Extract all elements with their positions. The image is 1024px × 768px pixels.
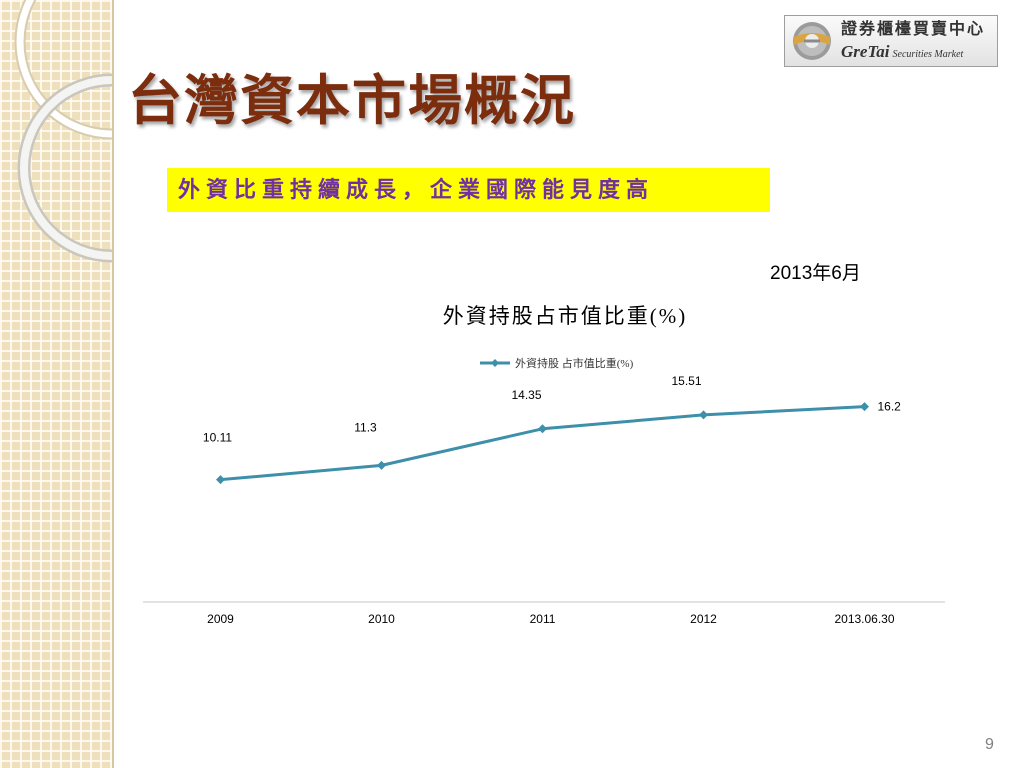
data-point-marker bbox=[216, 475, 225, 485]
gretai-logo: 證券櫃檯買賣中心 GreTai Securities Market bbox=[784, 15, 998, 67]
data-point-marker bbox=[699, 410, 708, 420]
plot-layer: 2009 2010 2011 2012 2013.06.30 10.11 11.3 14.35… bbox=[143, 356, 945, 626]
sidebar-divider bbox=[112, 0, 114, 768]
decorative-ring-outline bbox=[14, 0, 112, 140]
data-label: 11.3 bbox=[354, 420, 377, 434]
slide-title: 台灣資本市場概況 bbox=[128, 71, 576, 131]
gretai-logo-icon bbox=[793, 22, 831, 60]
x-tick-label: 2011 bbox=[530, 612, 556, 626]
logo-name-english: GreTai Securities Market bbox=[841, 41, 963, 66]
data-date: 2013年6月 bbox=[770, 263, 861, 284]
x-tick-label: 2009 bbox=[207, 612, 234, 626]
x-tick-label: 2013.06.30 bbox=[834, 612, 894, 626]
logo-name-chinese: 證券櫃檯買賣中心 bbox=[841, 21, 986, 38]
highlight-banner: 外資比重持續成長，企業國際能見度高 bbox=[167, 168, 770, 212]
logo-tagline: Securities Market bbox=[892, 49, 964, 60]
decorative-ring-outline bbox=[17, 73, 112, 263]
data-label: 16.2 bbox=[878, 400, 902, 414]
page-number: 9 bbox=[985, 736, 994, 753]
logo-brand: GreTai bbox=[841, 42, 890, 61]
data-label: 15.51 bbox=[671, 374, 701, 388]
highlight-text: 外資比重持續成長，企業國際能見度高 bbox=[178, 177, 655, 202]
line-chart: 外資持股占市值比重(%) 2009 2010 2011 2012 2013.06.30 1… bbox=[130, 290, 960, 640]
legend-marker bbox=[491, 359, 499, 367]
chart-plot: 2009 2010 2011 2012 2013.06.30 10.11 11.3 14.35… bbox=[143, 356, 945, 626]
data-label: 10.11 bbox=[203, 431, 232, 445]
decorative-ring bbox=[16, 0, 112, 138]
data-label: 14.35 bbox=[511, 388, 541, 402]
chart-title: 外資持股占市值比重(%) bbox=[442, 304, 688, 328]
series-line bbox=[220, 405, 865, 482]
data-point-marker bbox=[538, 424, 547, 434]
legend-label: 外資持股 占市值比重(%) bbox=[515, 356, 634, 370]
decorative-rings bbox=[14, 0, 112, 263]
data-point-marker bbox=[377, 460, 386, 470]
decorative-ring bbox=[20, 76, 112, 260]
x-tick-label: 2012 bbox=[690, 612, 717, 626]
data-point-marker bbox=[860, 402, 869, 412]
x-tick-label: 2010 bbox=[368, 612, 395, 626]
decorative-sidebar bbox=[0, 0, 112, 768]
